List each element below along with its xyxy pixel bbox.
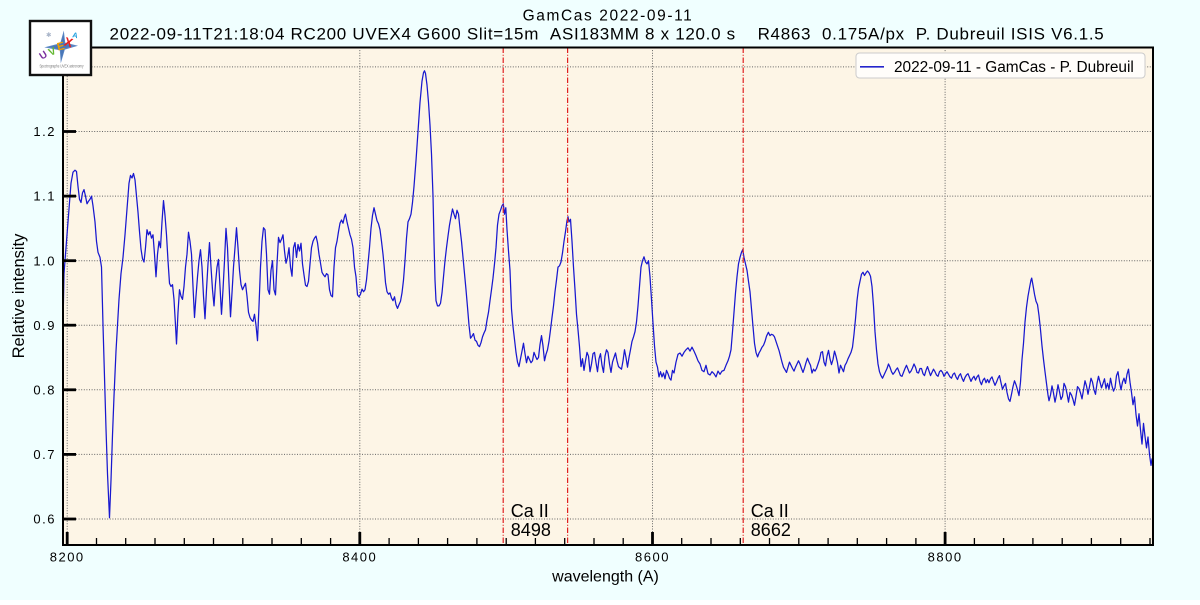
svg-text:0.8: 0.8 — [33, 382, 56, 397]
svg-text:✱: ✱ — [46, 31, 52, 39]
svg-text:Spectrographe UVEX astronomy: Spectrographe UVEX astronomy — [40, 64, 85, 69]
svg-text:1.0: 1.0 — [33, 253, 56, 268]
svg-text:A: A — [72, 30, 80, 40]
svg-text:Ca II: Ca II — [751, 501, 789, 521]
svg-text:GamCas 2022-09-11: GamCas 2022-09-11 — [523, 8, 694, 25]
svg-text:8200: 8200 — [50, 550, 85, 565]
svg-text:1.2: 1.2 — [33, 124, 56, 139]
svg-text:8400: 8400 — [342, 550, 377, 565]
svg-text:Relative intensity: Relative intensity — [10, 233, 28, 358]
svg-text:1.1: 1.1 — [33, 189, 56, 204]
svg-text:E: E — [56, 40, 66, 53]
svg-text:0.7: 0.7 — [33, 447, 56, 462]
svg-text:0.6: 0.6 — [33, 512, 56, 527]
svg-text:2022-09-11 - GamCas - P. Dubre: 2022-09-11 - GamCas - P. Dubreuil — [894, 59, 1134, 76]
svg-text:Ca II: Ca II — [511, 501, 549, 521]
svg-text:2022-09-11T21:18:04 RC200 UVEX: 2022-09-11T21:18:04 RC200 UVEX4 G600 Sli… — [110, 24, 1105, 43]
svg-text:8498: 8498 — [511, 520, 551, 540]
svg-text:0.9: 0.9 — [33, 318, 56, 333]
svg-text:8600: 8600 — [635, 550, 670, 565]
svg-text:8800: 8800 — [928, 550, 963, 565]
svg-text:8662: 8662 — [751, 520, 791, 540]
svg-text:V: V — [47, 45, 58, 59]
svg-text:wavelength (A): wavelength (A) — [551, 569, 659, 586]
